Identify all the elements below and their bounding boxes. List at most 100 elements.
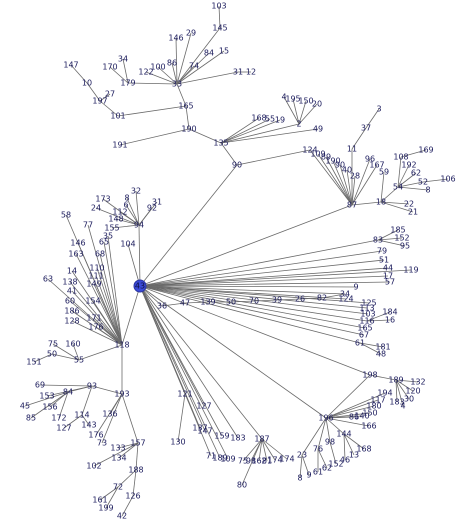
node-label: 109 — [220, 455, 235, 464]
node-190: 190 — [181, 125, 196, 134]
node-label: 95 — [400, 242, 410, 251]
node-label: 10 — [82, 79, 92, 88]
edge-23-9 — [301, 454, 310, 476]
edge-165b-33 — [176, 83, 187, 107]
node-65: 65 — [99, 238, 109, 247]
node-103b: 103 — [211, 2, 226, 11]
edge-55-75 — [52, 343, 80, 361]
node-82: 82 — [317, 294, 327, 303]
edge-118-65 — [103, 241, 123, 346]
node-49: 49 — [313, 125, 323, 134]
edge-118-35 — [107, 235, 123, 346]
node-43: 43 — [133, 279, 147, 293]
node-90c: 90 — [232, 161, 242, 170]
node-45: 45 — [20, 402, 30, 411]
edge-87-89 — [325, 156, 353, 206]
edge-196-150 — [325, 412, 371, 419]
node-196: 196 — [318, 414, 333, 423]
node-174b: 174 — [279, 455, 294, 464]
edge-54-8c — [397, 186, 429, 191]
node-label: 8 — [124, 194, 129, 203]
node-41: 41 — [67, 287, 77, 296]
node-label: 190 — [325, 157, 340, 166]
edge-layer — [24, 5, 449, 517]
edge-118-14 — [71, 270, 123, 346]
node-label: 156 — [42, 403, 57, 412]
node-label: 80 — [237, 481, 247, 490]
node-167: 167 — [369, 161, 384, 170]
edge-84-45 — [24, 391, 69, 407]
node-label: 161 — [92, 496, 107, 505]
node-35: 35 — [103, 232, 113, 241]
node-150: 150 — [362, 409, 377, 418]
node-label: 162 — [251, 457, 266, 466]
node-label: 82 — [317, 294, 327, 303]
node-133: 133 — [110, 444, 125, 453]
edge-187-162 — [258, 438, 263, 462]
node-label: 98 — [325, 438, 335, 447]
node-label: 121 — [177, 390, 192, 399]
node-39: 39 — [272, 296, 282, 305]
edge-118-63 — [47, 278, 123, 346]
edge-54-52 — [397, 181, 424, 188]
node-label: 70 — [249, 297, 259, 306]
node-84b: 84 — [204, 49, 214, 58]
node-155: 155 — [104, 224, 119, 233]
edge-189b-4 — [395, 379, 404, 407]
edge-43-94 — [138, 224, 141, 287]
edge-43-9b — [139, 285, 357, 288]
node-label: 31 — [233, 68, 243, 77]
node-label: 150 — [362, 409, 377, 418]
edge-145-103b — [218, 5, 221, 29]
node-124b: 124 — [302, 146, 317, 155]
edge-196-76 — [317, 417, 327, 450]
node-111: 111 — [88, 272, 103, 281]
node-label: 22 — [404, 200, 414, 209]
node-16: 16 — [385, 316, 395, 325]
edge-72-161 — [99, 486, 119, 501]
node-124: 124 — [338, 295, 353, 304]
edge-190-165b — [185, 105, 190, 130]
node-18: 18 — [376, 198, 386, 207]
node-label: 124 — [302, 146, 317, 155]
node-20: 20 — [312, 100, 322, 109]
edge-118-111 — [95, 275, 123, 346]
edge-84-172 — [58, 391, 69, 419]
node-163: 163 — [68, 250, 83, 259]
node-102: 102 — [86, 462, 101, 471]
edge-43-124 — [139, 285, 347, 300]
edge-33-84b — [176, 52, 210, 85]
node-label: 21 — [408, 208, 418, 217]
node-label: 24 — [91, 204, 101, 213]
hub-node-circle — [133, 279, 147, 293]
node-label: 165 — [357, 324, 372, 333]
node-label: 76 — [313, 445, 323, 454]
node-label: 117 — [370, 396, 385, 405]
node-label: 165 — [178, 102, 193, 111]
node-165: 165 — [357, 324, 372, 333]
node-label: 33 — [172, 80, 182, 89]
node-6: 6 — [123, 201, 128, 210]
edge-187-81 — [261, 438, 268, 462]
node-label: 116 — [359, 317, 374, 326]
node-label: 12 — [246, 68, 256, 77]
node-31b: 31 — [233, 68, 243, 77]
node-119: 119 — [403, 266, 418, 275]
edge-144-46 — [343, 433, 346, 461]
edge-90c-135 — [220, 142, 238, 166]
edge-94-148 — [115, 218, 140, 226]
node-168: 168 — [356, 445, 371, 454]
edge-87-40 — [346, 169, 353, 206]
edge-33-31b — [176, 71, 239, 85]
node-label: 152 — [328, 460, 343, 469]
edge-10-147b — [70, 64, 88, 84]
node-label: 45 — [20, 402, 30, 411]
node-label: 69 — [35, 381, 45, 390]
node-label: 140 — [354, 412, 369, 421]
node-118: 118 — [114, 341, 129, 350]
node-label: 87 — [347, 201, 357, 210]
edge-43-119 — [139, 269, 412, 287]
edge-93-114 — [81, 385, 93, 416]
node-89: 89 — [321, 153, 331, 162]
node-label: 174 — [279, 455, 294, 464]
